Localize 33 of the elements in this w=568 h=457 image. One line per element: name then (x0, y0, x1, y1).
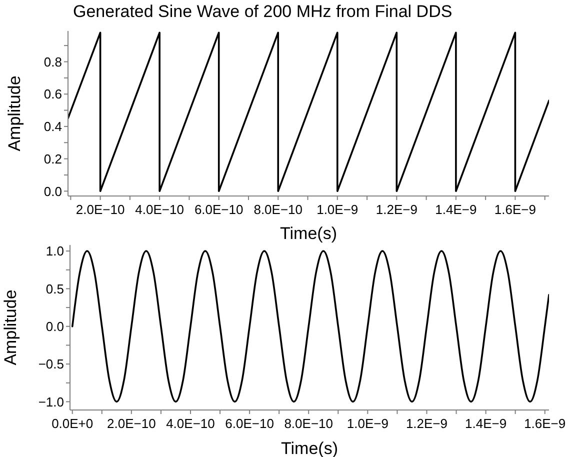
y-tick-label: 0.6 (44, 86, 62, 102)
y-tick-label: 0.0 (46, 318, 64, 334)
y-tick-label: 1.0 (46, 244, 64, 259)
chart-title: Generated Sine Wave of 200 MHz from Final DDS (73, 2, 452, 22)
x-tick-label: 6.0E−10 (194, 202, 244, 218)
y-tick-label: 0.8 (44, 54, 62, 70)
y-tick-label: −1.0 (38, 394, 64, 410)
x-tick-label: 8.0E−10 (254, 202, 303, 218)
y-axis-title: Amplitude (5, 76, 24, 152)
x-tick-label: 6.0E−10 (225, 416, 274, 432)
x-tick-label: 2.0E−10 (76, 202, 125, 218)
x-tick-label: 1.2E−9 (376, 202, 418, 218)
x-tick-label: 8.0E−10 (284, 416, 334, 432)
y-axis-title: Amplitude (1, 290, 20, 366)
x-tick-label: 1.0E−9 (346, 416, 388, 432)
line-series (71, 250, 549, 403)
x-tick-label: 2.0E−10 (107, 416, 156, 432)
x-axis-title: Time(s) (280, 224, 337, 243)
y-tick-label: 0.4 (44, 119, 62, 134)
x-tick-label: 1.6E−9 (494, 202, 536, 218)
line-series (68, 32, 549, 192)
y-tick-label: 0.5 (46, 281, 64, 296)
x-tick-label: 0.0E+0 (52, 416, 94, 432)
x-tick-label: 4.0E−10 (166, 416, 215, 432)
x-tick-label: 1.2E−9 (406, 416, 448, 432)
x-tick-label: 1.6E−9 (524, 416, 566, 432)
y-tick-label: −0.5 (38, 356, 64, 372)
x-tick-label: 1.0E−9 (316, 202, 358, 218)
x-tick-label: 1.4E−9 (435, 202, 477, 218)
y-tick-label: 0.2 (44, 151, 62, 166)
x-tick-label: 1.4E−9 (465, 416, 507, 432)
x-tick-label: 4.0E−10 (135, 202, 184, 218)
y-tick-label: 0.0 (44, 184, 62, 199)
